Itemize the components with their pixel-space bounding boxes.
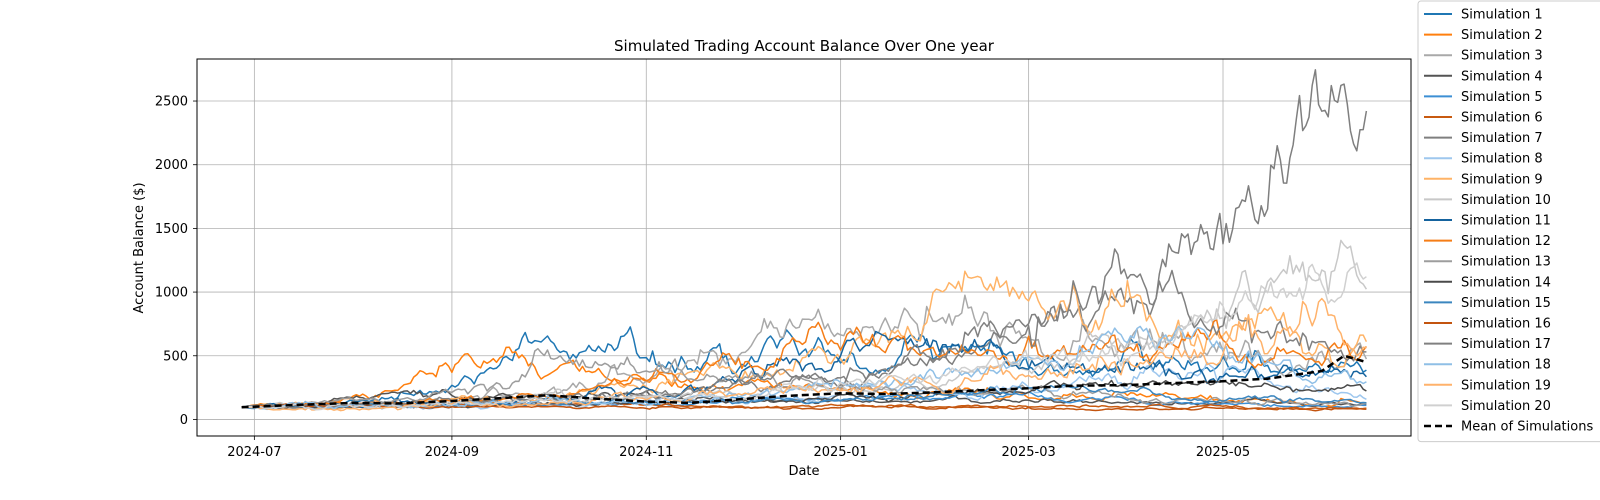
x-tick-label: 2024-11 — [619, 445, 673, 460]
y-tick-label: 2000 — [155, 158, 188, 173]
y-tick-label: 500 — [163, 349, 188, 364]
y-tick-label: 0 — [180, 413, 188, 428]
legend-label: Simulation 20 — [1461, 399, 1551, 414]
legend-label: Simulation 5 — [1461, 90, 1543, 105]
legend-label: Simulation 4 — [1461, 69, 1543, 84]
y-axis-label: Account Balance ($) — [132, 182, 147, 313]
y-axis: 0 500 1000 1500 2000 2500 — [155, 95, 197, 428]
legend-label: Simulation 12 — [1461, 234, 1551, 249]
chart-title: Simulated Trading Account Balance Over O… — [614, 37, 995, 55]
legend: Simulation 1 Simulation 2 Simulation 3 Simu… — [1417, 0, 1600, 443]
series-line-19 — [241, 297, 1367, 412]
x-tick-label: 2025-01 — [813, 445, 867, 460]
series-line-1 — [241, 326, 1367, 410]
legend-label-mean: Mean of Simulations — [1461, 420, 1593, 435]
plot-frame — [196, 58, 1412, 437]
x-axis: 2024-07 2024-09 2024-11 2025-01 2025-03 2025-… — [227, 436, 1250, 460]
legend-label: Simulation 18 — [1461, 358, 1551, 373]
x-tick-label: 2024-09 — [425, 445, 479, 460]
legend-label: Simulation 17 — [1461, 337, 1551, 352]
grid-lines — [197, 59, 1411, 436]
legend-label: Simulation 10 — [1461, 193, 1551, 208]
legend-label: Simulation 7 — [1461, 131, 1543, 146]
y-tick-label: 2500 — [155, 95, 188, 110]
x-axis-label: Date — [788, 464, 819, 479]
series-line-14 — [241, 379, 1367, 409]
series-line-16 — [241, 403, 1367, 412]
legend-label: Simulation 11 — [1461, 214, 1551, 229]
series-line-13 — [241, 347, 1367, 410]
legend-label: Simulation 16 — [1461, 317, 1551, 332]
legend-label: Simulation 14 — [1461, 275, 1551, 290]
mean-series-line — [241, 354, 1367, 409]
series-line-12 — [241, 318, 1367, 408]
legend-label: Simulation 2 — [1461, 28, 1543, 43]
series-line-3 — [241, 294, 1368, 410]
legend-label: Simulation 8 — [1461, 152, 1543, 167]
x-tick-label: 2025-05 — [1196, 445, 1250, 460]
legend-label: Simulation 1 — [1461, 8, 1543, 23]
y-tick-label: 1000 — [155, 286, 188, 301]
y-tick-label: 1500 — [155, 222, 188, 237]
legend-label: Simulation 13 — [1461, 255, 1551, 270]
legend-label: Simulation 9 — [1461, 172, 1543, 187]
legend-label: Simulation 15 — [1461, 296, 1551, 311]
legend-box — [1417, 0, 1600, 443]
legend-label: Simulation 6 — [1461, 111, 1543, 126]
legend-label: Simulation 19 — [1461, 378, 1551, 393]
x-tick-label: 2024-07 — [227, 445, 281, 460]
legend-label: Simulation 3 — [1461, 49, 1543, 64]
series-line-20 — [241, 262, 1367, 411]
plot-area — [241, 69, 1368, 412]
x-tick-label: 2025-03 — [1001, 445, 1055, 460]
